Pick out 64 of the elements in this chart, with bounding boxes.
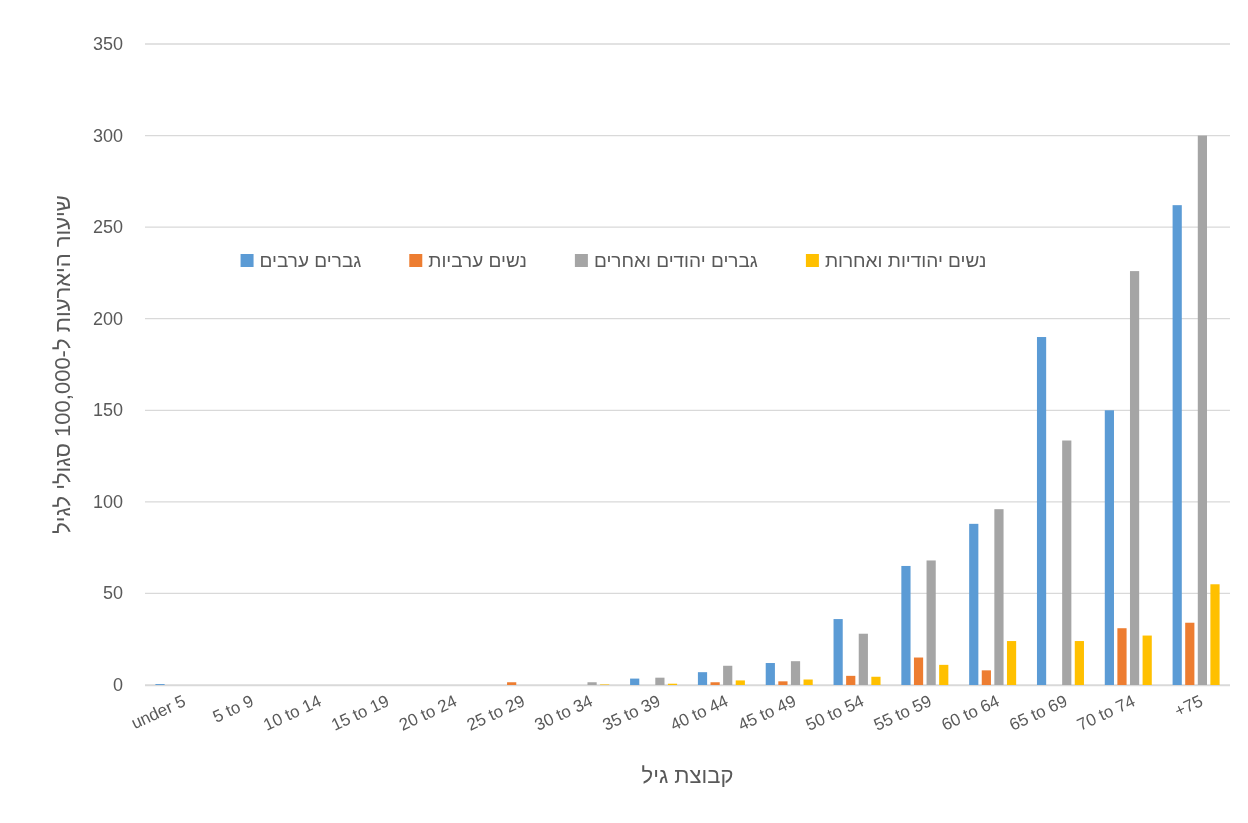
- bar: [1142, 635, 1152, 685]
- x-tick-label: 20 to 24: [396, 691, 460, 735]
- x-tick-label: 25 to 29: [463, 691, 528, 735]
- bar: [1062, 440, 1072, 685]
- x-tick-label: 50 to 54: [803, 691, 867, 735]
- y-tick-label: 250: [92, 217, 123, 238]
- x-tick-label: under 5: [128, 691, 189, 733]
- bar: [587, 682, 597, 685]
- bar: [723, 665, 733, 685]
- bar: [1104, 410, 1114, 685]
- x-tick-label: 65 to 69: [1006, 691, 1071, 735]
- bar: [939, 664, 949, 685]
- bar: [1210, 584, 1220, 685]
- x-tick-label: +75: [1171, 691, 1206, 721]
- y-tick-label: 200: [92, 308, 123, 329]
- legend-label: נשים ערביות: [428, 250, 527, 271]
- bar: [871, 676, 881, 685]
- bar: [778, 681, 788, 685]
- bar: [1172, 205, 1182, 685]
- bar: [901, 565, 911, 685]
- y-tick-label: 300: [92, 125, 123, 146]
- x-tick-label: 60 to 64: [938, 691, 1003, 735]
- y-tick-label: 50: [102, 583, 123, 604]
- bar: [765, 663, 775, 685]
- x-tick-label: 55 to 59: [870, 691, 935, 735]
- y-axis-title: שיעור היארעות ל-100,000 סגולי לגיל: [50, 195, 75, 534]
- bar: [710, 682, 720, 685]
- bar: [926, 560, 936, 685]
- bar: [507, 682, 517, 685]
- bar: [790, 661, 801, 685]
- y-tick-label: 350: [92, 34, 123, 54]
- x-tick-label: 30 to 34: [531, 691, 596, 735]
- x-tick-label: 15 to 19: [328, 691, 393, 735]
- legend-label: נשים יהודיות ואחרות: [824, 250, 987, 271]
- x-tick-label: 5 to 9: [209, 691, 257, 727]
- bar: [1074, 641, 1084, 685]
- x-tick-label: 40 to 44: [667, 691, 732, 735]
- bar: [1036, 337, 1047, 685]
- x-axis-title: קבוצת גיל: [641, 763, 734, 788]
- y-tick-label: 100: [92, 491, 123, 512]
- x-tick-label: 35 to 39: [599, 691, 664, 735]
- bar: [994, 509, 1004, 685]
- bar: [630, 678, 640, 685]
- legend-label: גברים ערבים: [259, 250, 362, 271]
- bar: [655, 677, 665, 685]
- bar: [913, 657, 924, 685]
- bar: [735, 680, 745, 685]
- bar: [1129, 271, 1140, 685]
- bar: [1185, 622, 1195, 685]
- x-tick-label: 70 to 74: [1074, 691, 1138, 735]
- x-tick-label: 10 to 14: [260, 691, 325, 735]
- bar: [833, 619, 843, 685]
- bar: [1006, 641, 1017, 685]
- y-tick-label: 0: [112, 675, 123, 695]
- bar: [697, 672, 708, 685]
- bar: [981, 670, 991, 685]
- legend-label: גברים יהודים ואחרים: [593, 250, 758, 271]
- bar: [846, 675, 856, 685]
- bar: [1197, 135, 1207, 685]
- bar: [1117, 628, 1127, 685]
- bar: [858, 633, 868, 685]
- y-tick-label: 150: [92, 400, 123, 421]
- bar: [969, 523, 979, 685]
- x-tick-label: 45 to 49: [735, 691, 799, 735]
